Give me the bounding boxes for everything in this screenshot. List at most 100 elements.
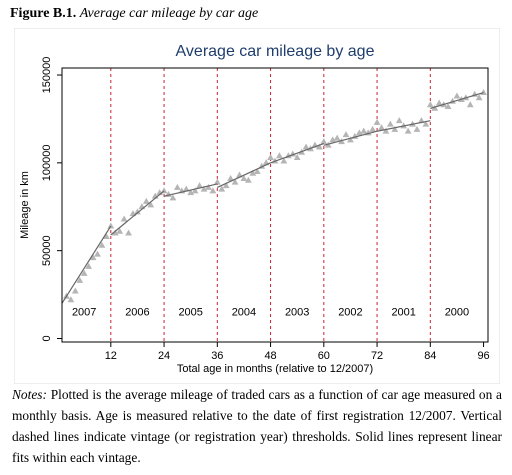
vintage-label-0: 2007: [72, 307, 96, 319]
data-point-36: [222, 182, 230, 189]
fit-line-6: [376, 120, 431, 132]
data-point-52: [293, 153, 301, 160]
vintage-label-2: 2005: [178, 307, 202, 319]
data-point-49: [280, 157, 288, 164]
notes-text: Plotted is the average mileage of traded…: [12, 387, 502, 465]
data-point-81: [422, 120, 430, 127]
data-point-38: [231, 178, 239, 185]
data-point-7: [94, 250, 101, 257]
x-tick-label-3: 48: [264, 350, 276, 362]
fit-line-5: [323, 130, 378, 146]
chart-title: Average car mileage by age: [176, 43, 375, 60]
data-point-71: [378, 124, 385, 131]
data-point-33: [209, 187, 217, 194]
data-point-9: [102, 233, 110, 240]
data-point-8: [98, 241, 106, 248]
data-point-31: [200, 185, 208, 192]
data-point-84: [435, 99, 443, 106]
data-point-75: [395, 117, 403, 124]
vintage-label-4: 2003: [285, 307, 309, 319]
data-point-19: [147, 201, 155, 208]
data-point-37: [227, 175, 235, 182]
data-point-67: [360, 127, 368, 134]
y-axis-label: Mileage in km: [19, 171, 31, 239]
data-point-82: [426, 101, 434, 108]
data-point-1: [67, 296, 75, 303]
data-point-83: [431, 104, 439, 111]
fit-line-4: [270, 142, 325, 164]
figure-title: Average car mileage by car age: [79, 6, 259, 21]
data-point-54: [302, 143, 310, 150]
y-tick-label-0: 0: [41, 335, 53, 341]
data-point-57: [315, 143, 323, 150]
data-point-60: [329, 136, 337, 143]
x-tick-label-0: 12: [105, 350, 117, 362]
data-point-25: [173, 183, 181, 190]
data-point-16: [134, 208, 141, 215]
y-tick-label-1: 50000: [41, 235, 53, 266]
figure-label: Figure B.1.: [10, 6, 77, 21]
data-point-10: [107, 222, 115, 229]
x-tick-label-1: 24: [158, 350, 170, 362]
data-point-72: [382, 127, 390, 134]
data-point-79: [413, 125, 421, 132]
data-point-11: [111, 229, 119, 236]
y-tick-label-2: 100000: [41, 144, 53, 181]
data-point-70: [373, 118, 381, 125]
data-point-32: [205, 183, 212, 190]
data-point-29: [191, 187, 199, 194]
data-point-43: [253, 168, 261, 175]
data-point-3: [76, 276, 84, 283]
x-tick-label-6: 84: [424, 350, 436, 362]
data-point-30: [196, 182, 203, 189]
fit-line-1: [110, 190, 165, 236]
data-point-28: [187, 189, 195, 196]
fit-line-7: [430, 92, 484, 109]
data-point-91: [466, 101, 474, 108]
notes-label: Notes:: [12, 387, 47, 402]
data-point-18: [142, 197, 150, 204]
data-point-61: [333, 134, 341, 141]
data-point-40: [240, 175, 248, 182]
vintage-label-5: 2002: [338, 307, 362, 319]
data-point-64: [347, 136, 354, 143]
chart-background: [14, 28, 500, 384]
mileage-chart: Average car mileage by age 2007 2006 2005 20…: [14, 28, 500, 384]
x-tick-label-5: 72: [371, 350, 383, 362]
data-point-86: [444, 103, 452, 110]
y-tick-label-3: 150000: [41, 57, 53, 94]
data-point-42: [249, 169, 257, 176]
data-point-35: [218, 185, 226, 192]
fit-line-2: [163, 183, 218, 197]
data-point-48: [276, 152, 283, 159]
data-point-41: [244, 176, 252, 183]
data-point-63: [342, 131, 350, 138]
figure-caption: Figure B.1. Average car mileage by car a…: [10, 6, 258, 22]
data-point-69: [369, 125, 377, 132]
x-tick-label-2: 36: [211, 350, 223, 362]
data-point-4: [80, 269, 88, 276]
data-point-73: [386, 120, 394, 127]
data-point-74: [391, 125, 399, 132]
data-point-88: [453, 92, 461, 99]
data-point-5: [85, 262, 93, 269]
plot-frame: [61, 67, 489, 343]
fit-line-0: [61, 225, 112, 304]
vintage-label-1: 2006: [125, 307, 149, 319]
x-axis-label: Total age in months (relative to 12/2007…: [177, 363, 373, 375]
data-point-77: [404, 127, 412, 134]
data-point-46: [267, 153, 274, 160]
vintage-label-6: 2001: [391, 307, 415, 319]
vintage-label-3: 2004: [232, 307, 256, 319]
data-point-34: [213, 178, 221, 185]
data-point-14: [125, 229, 132, 236]
fit-line-3: [217, 162, 271, 188]
data-point-58: [320, 138, 328, 145]
data-point-2: [71, 287, 79, 294]
data-point-24: [169, 194, 177, 201]
figure-notes: Notes: Plotted is the average mileage of…: [12, 384, 502, 468]
vintage-label-7: 2000: [445, 307, 469, 319]
data-point-93: [475, 94, 483, 101]
data-point-6: [89, 254, 97, 261]
data-point-66: [355, 129, 363, 136]
